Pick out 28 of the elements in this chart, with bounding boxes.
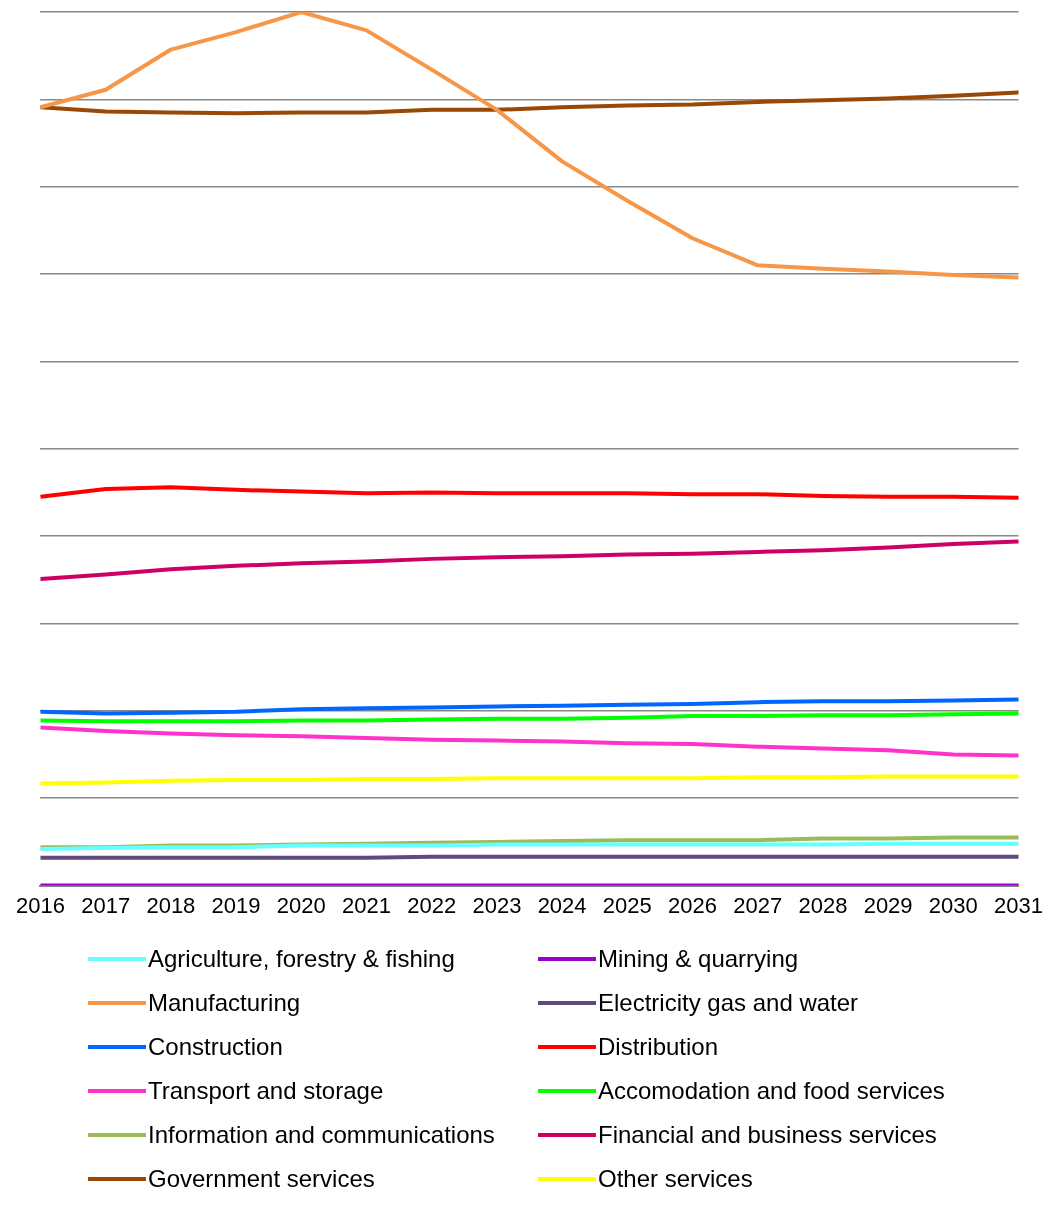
- x-tick-label: 2031: [994, 892, 1044, 918]
- legend-label: Electricity gas and water: [598, 989, 859, 1017]
- x-tick-label: 2026: [668, 892, 717, 918]
- legend-label: Transport and storage: [148, 1077, 384, 1105]
- x-tick-label: 2018: [146, 892, 196, 918]
- x-tick-label: 2029: [863, 892, 913, 918]
- x-tick-label: 2024: [537, 892, 587, 918]
- x-tick-label: 2019: [211, 892, 261, 918]
- legend-label: Mining & quarrying: [598, 945, 799, 973]
- legend-label: Distribution: [598, 1033, 719, 1061]
- x-tick-label: 2020: [276, 892, 326, 918]
- x-tick-label: 2023: [472, 892, 522, 918]
- legend-label: Government services: [148, 1165, 375, 1193]
- legend-label: Construction: [148, 1033, 283, 1061]
- legend-label: Other services: [598, 1165, 753, 1193]
- x-tick-label: 2030: [928, 892, 978, 918]
- x-tick-label: 2021: [342, 892, 391, 918]
- x-tick-label: 2017: [81, 892, 131, 918]
- legend-label: Accomodation and food services: [598, 1077, 945, 1105]
- x-tick-label: 2016: [15, 892, 65, 918]
- x-tick-label: 2022: [407, 892, 457, 918]
- legend-label: Financial and business services: [598, 1121, 937, 1149]
- legend-label: Information and communications: [148, 1121, 495, 1149]
- legend-label: Agriculture, forestry & fishing: [148, 945, 455, 973]
- x-tick-label: 2028: [798, 892, 848, 918]
- x-tick-label: 2025: [602, 892, 652, 918]
- x-tick-label: 2027: [733, 892, 783, 918]
- legend-label: Manufacturing: [148, 989, 301, 1017]
